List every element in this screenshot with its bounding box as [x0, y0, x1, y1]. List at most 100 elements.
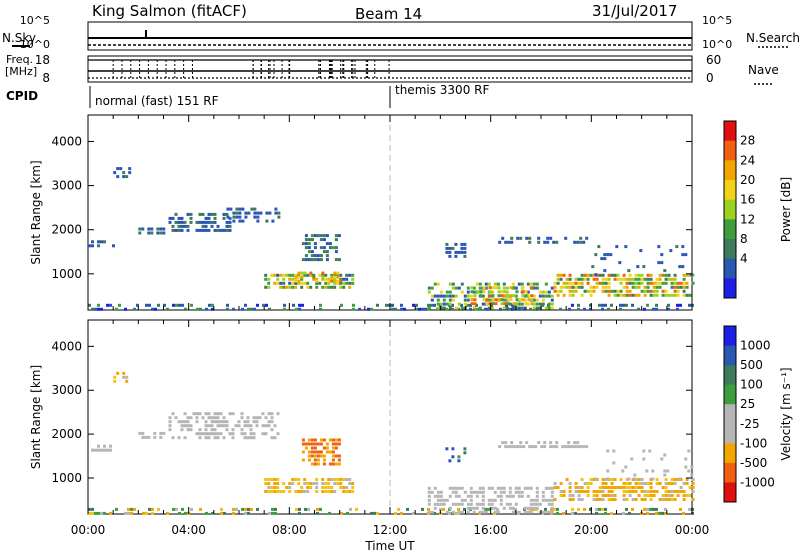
heatmap-cell — [327, 482, 331, 485]
heatmap-cell — [571, 289, 575, 293]
heatmap-cell — [679, 281, 683, 285]
heatmap-cell — [267, 277, 271, 281]
heatmap-cell — [153, 435, 157, 439]
heatmap-cell — [339, 478, 343, 481]
heatmap-cell — [550, 506, 554, 510]
heatmap-cell — [322, 246, 326, 250]
heatmap-cell — [163, 303, 166, 307]
heatmap-cell — [521, 298, 525, 302]
heatmap-cell — [475, 490, 479, 494]
heatmap-cell — [540, 445, 544, 449]
heatmap-cell — [125, 379, 129, 383]
heatmap-cell — [148, 303, 151, 307]
heatmap-cell — [504, 441, 508, 445]
heatmap-cell — [439, 507, 442, 511]
heatmap-cell — [478, 490, 482, 494]
heatmap-cell — [198, 220, 202, 224]
heatmap-cell — [327, 277, 331, 281]
heatmap-cell — [478, 510, 482, 514]
heatmap-cell — [184, 511, 187, 515]
heatmap-cell — [646, 511, 649, 515]
heatmap-cell — [201, 224, 205, 228]
heatmap-cell — [225, 420, 229, 424]
heatmap-cell — [273, 478, 277, 481]
heatmap-cell — [322, 238, 326, 242]
heatmap-cell — [640, 289, 644, 293]
heatmap-cell — [228, 412, 232, 416]
heatmap-cell — [682, 285, 686, 289]
heatmap-cell — [246, 416, 250, 420]
heatmap-cell — [607, 486, 611, 489]
heatmap-cell — [138, 227, 142, 231]
heatmap-cell — [273, 486, 277, 489]
heatmap-cell — [649, 494, 653, 497]
heatmap-cell — [210, 224, 214, 228]
heatmap-cell — [213, 216, 217, 220]
heatmap-cell — [232, 507, 235, 511]
heatmap-cell — [664, 486, 668, 489]
heatmap-cell — [527, 294, 531, 298]
heatmap-cell — [613, 277, 617, 281]
heatmap-cell — [547, 486, 551, 490]
heatmap-cell — [313, 234, 317, 238]
heatmap-cell — [534, 445, 538, 449]
heatmap-cell — [88, 507, 91, 511]
heatmap-cell — [649, 490, 653, 493]
heatmap-cell — [207, 212, 211, 216]
heatmap-cell — [189, 416, 193, 420]
heatmap-cell — [310, 454, 314, 458]
heatmap-cell — [519, 445, 523, 449]
heatmap-cell — [307, 258, 311, 262]
heatmap-cell — [301, 458, 305, 462]
heatmap-cell — [559, 494, 563, 497]
heatmap-cell — [318, 281, 322, 285]
heatmap-cell — [412, 303, 415, 307]
heatmap-cell — [488, 302, 492, 306]
heatmap-cell — [567, 445, 571, 449]
heatmap-cell — [325, 450, 329, 454]
heatmap-cell — [622, 273, 626, 277]
heatmap-cell — [256, 215, 260, 219]
heatmap-cell — [555, 441, 559, 445]
heatmap-cell — [634, 273, 638, 277]
heatmap-cell — [337, 442, 341, 446]
heatmap-cell — [342, 486, 346, 489]
heatmap-cell — [475, 307, 478, 311]
heatmap-cell — [340, 511, 343, 515]
y-tick-label: 1000 — [51, 471, 82, 485]
heatmap-cell — [538, 306, 542, 310]
heatmap-cell — [351, 277, 355, 281]
heatmap-cell — [537, 236, 541, 240]
heatmap-cell — [682, 498, 686, 501]
heatmap-cell — [562, 281, 566, 285]
heatmap-cell — [124, 511, 127, 515]
heatmap-cell — [238, 211, 242, 215]
cpid-segment-1: normal (fast) 151 RF — [95, 94, 219, 108]
heatmap-cell — [253, 207, 257, 211]
heatmap-cell — [276, 482, 280, 485]
heatmap-cell — [130, 507, 133, 511]
heatmap-cell — [637, 494, 641, 497]
heatmap-cell — [547, 502, 551, 506]
heatmap-cell — [649, 478, 653, 481]
heatmap-cell — [336, 281, 340, 285]
heatmap-cell — [673, 293, 677, 297]
heatmap-cell — [174, 220, 178, 224]
heatmap-cell — [470, 290, 474, 294]
heatmap-cell — [583, 277, 587, 281]
heatmap-cell — [499, 307, 502, 311]
heatmap-cell — [297, 478, 301, 481]
x-tick-label: 04:00 — [171, 523, 206, 537]
heatmap-cell — [532, 498, 536, 502]
heatmap-cell — [138, 431, 142, 435]
heatmap-cell — [195, 432, 199, 436]
heatmap-cell — [235, 211, 239, 215]
heatmap-cell — [655, 293, 659, 297]
heatmap-cell — [307, 238, 311, 242]
heatmap-cells — [88, 371, 695, 515]
heatmap-cell — [631, 507, 634, 511]
heatmap-cell — [529, 486, 533, 490]
heatmap-cell — [327, 490, 331, 493]
heatmap-cell — [607, 307, 610, 311]
heatmap-cell — [667, 482, 671, 485]
